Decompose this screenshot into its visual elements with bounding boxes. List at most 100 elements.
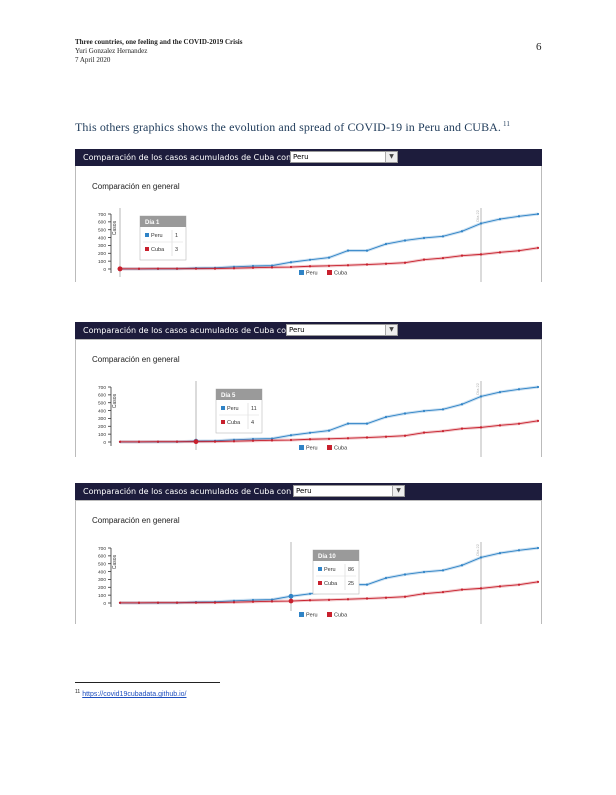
data-point [289,265,293,269]
data-point [346,264,350,267]
y-tick-label: 400 [98,408,106,414]
legend-label-cuba: Cuba [334,271,348,277]
data-point [213,267,217,270]
data-point [517,422,521,425]
data-point [175,267,179,270]
data-point [289,438,293,442]
data-point [460,230,464,233]
tooltip-peru-value: 86 [348,567,354,573]
data-point [517,549,521,552]
data-point [308,438,312,441]
legend-swatch-peru [299,445,304,450]
y-axis-label: Casos [112,393,118,408]
data-point [517,388,521,391]
tooltip-swatch-peru [318,567,322,571]
data-point [441,590,445,594]
data-point [308,592,312,595]
data-point [251,439,255,442]
data-point [365,422,369,425]
tooltip-swatch-cuba [221,420,225,424]
tooltip-peru-label: Peru [151,233,163,239]
data-point [327,437,331,440]
legend-label-cuba: Cuba [334,613,348,619]
data-point [346,437,350,440]
y-tick-label: 100 [98,432,106,438]
tooltip-peru-label: Peru [227,406,239,412]
cursor-label: Día 22 [475,543,480,556]
y-tick-label: 400 [98,235,106,241]
footnote-link[interactable]: https://covid19cubadata.github.io/ [82,691,187,698]
chevron-down-icon[interactable]: ▼ [385,325,397,335]
y-tick-label: 700 [98,546,106,552]
tooltip-header [140,216,186,227]
data-point [403,412,407,415]
y-axis-label: Casos [112,220,118,235]
tooltip-peru-label: Peru [324,567,336,573]
chart-panel-1: Comparación de los casos acumulados de C… [75,149,542,294]
chart-svg: Comparación en general Casos 0 100 200 300 400… [75,500,542,624]
data-point [479,222,483,225]
y-tick-label: 200 [98,585,106,591]
country-select-value: Peru [296,487,312,495]
data-point [137,601,141,604]
data-point [384,415,388,419]
y-tick-label: 400 [98,569,106,575]
data-point [536,580,540,583]
data-point [441,408,445,411]
legend-swatch-cuba [327,612,332,617]
data-point [422,409,426,413]
y-tick-label: 0 [103,267,106,273]
footnote-reference[interactable]: 11 [503,120,510,128]
data-point [384,262,388,265]
legend-swatch-cuba [327,445,332,450]
panel-header-bar: Comparación de los casos acumulados de C… [75,149,542,166]
page-header: Three countries, one feeling and the COV… [75,38,242,65]
chart-title: Comparación en general [92,182,180,191]
data-point [517,249,521,252]
data-point [498,552,502,555]
data-point [156,601,160,604]
footnote-rule [75,682,220,683]
country-select[interactable]: Peru ▼ [286,324,398,336]
data-point [422,431,426,434]
data-point [536,419,540,422]
y-tick-label: 300 [98,577,106,583]
data-point [479,253,483,256]
data-point [346,249,350,252]
chart-title: Comparación en general [92,516,180,525]
tooltip-cuba-label: Cuba [227,420,241,426]
footnote: 11 https://covid19cubadata.github.io/ [75,689,187,698]
data-point [251,600,255,603]
data-point [498,424,502,427]
data-point [460,564,464,567]
country-select[interactable]: Peru ▼ [293,485,405,497]
y-tick-label: 600 [98,554,106,560]
panel-header-label: Comparación de los casos acumulados de C… [83,487,292,496]
intro-paragraph: This others graphics shows the evolution… [75,120,510,135]
data-point [441,235,445,238]
legend-swatch-peru [299,270,304,275]
y-tick-label: 600 [98,220,106,226]
y-axis-label: Casos [112,554,118,569]
data-point [441,569,445,572]
country-select-value: Peru [289,326,305,334]
data-point [118,440,122,443]
tooltip-day: Día 5 [221,393,236,399]
legend-label-peru: Peru [306,613,318,619]
chevron-down-icon[interactable]: ▼ [392,486,404,496]
data-point [365,263,369,266]
page-number: 6 [536,41,542,53]
data-point [156,267,160,270]
chevron-down-icon[interactable]: ▼ [385,152,397,162]
data-point [441,429,445,433]
data-point [270,437,274,440]
tooltip-header [216,389,262,400]
data-point [498,585,502,588]
country-select[interactable]: Peru ▼ [290,151,398,163]
tooltip-swatch-cuba [145,247,149,251]
y-tick-label: 500 [98,228,106,234]
data-point [384,576,388,580]
y-tick-label: 300 [98,243,106,249]
data-point [365,597,369,600]
data-point [422,592,426,595]
